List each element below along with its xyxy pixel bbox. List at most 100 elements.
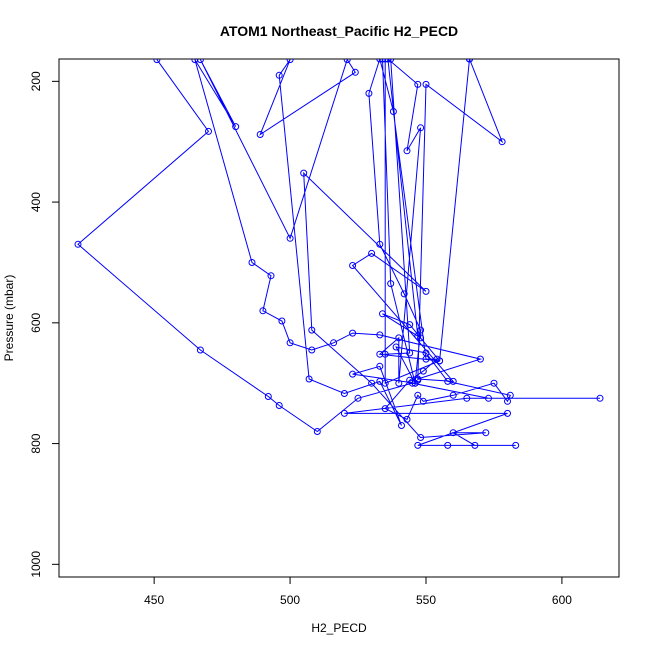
data-point: [381, 405, 389, 413]
data-point: [504, 409, 511, 417]
data-point: [414, 80, 422, 88]
y-tick-label: 200: [29, 71, 43, 91]
data-point: [286, 234, 294, 242]
data-point: [490, 379, 498, 387]
data-point: [403, 415, 411, 423]
data-point: [400, 290, 408, 298]
data-point: [422, 80, 430, 88]
data-point: [506, 391, 514, 399]
data-point: [403, 147, 411, 155]
data-point: [349, 370, 357, 378]
data-point: [419, 367, 427, 375]
data-point: [417, 434, 425, 441]
data-point: [264, 393, 272, 400]
data-point: [267, 272, 275, 280]
data-point: [354, 394, 362, 402]
data-point: [444, 441, 452, 449]
data-point: [275, 71, 283, 79]
x-tick-label: 600: [552, 593, 572, 607]
data-point: [278, 317, 286, 325]
data-point: [381, 59, 389, 63]
data-point: [308, 346, 316, 354]
data-point: [379, 310, 386, 318]
data-point: [395, 379, 403, 387]
data-point: [376, 59, 384, 63]
data-point: [449, 391, 457, 399]
data-point: [419, 397, 427, 405]
y-tick-label: 800: [29, 433, 43, 453]
data-point: [376, 331, 384, 339]
x-axis-label: H2_PECD: [311, 621, 367, 635]
data-point: [300, 169, 308, 177]
data-point: [436, 357, 444, 365]
y-tick-label: 1000: [29, 551, 43, 578]
y-axis-label: Pressure (mbar): [2, 275, 16, 362]
data-point: [414, 332, 422, 340]
chart-title: ATOM1 Northeast_Pacific H2_PECD: [220, 23, 458, 39]
data-point: [463, 394, 471, 402]
data-point: [444, 377, 452, 385]
data-point: [392, 343, 400, 351]
data-point: [422, 349, 430, 357]
data-point: [512, 441, 520, 449]
data-point: [376, 240, 384, 248]
data-point: [286, 339, 294, 347]
data-point: [482, 429, 490, 437]
data-point: [196, 59, 204, 64]
data-point: [406, 376, 414, 384]
x-tick-label: 450: [144, 593, 164, 607]
data-point: [414, 391, 422, 399]
y-axis: 200 400 600 800 1000: [29, 71, 59, 578]
data-point: [471, 441, 479, 449]
data-point: [381, 379, 389, 387]
data-point: [387, 280, 395, 288]
data-point: [275, 402, 283, 409]
plot-area: [74, 59, 604, 449]
data-point: [381, 350, 389, 358]
data-point: [596, 394, 604, 402]
data-point: [406, 349, 414, 357]
x-axis: 450 500 550 600: [144, 577, 572, 607]
data-point: [387, 59, 395, 63]
data-point: [395, 334, 403, 342]
data-point: [351, 68, 359, 76]
data-point: [368, 249, 376, 257]
x-tick-label: 500: [280, 593, 300, 607]
data-point: [340, 390, 348, 397]
data-point: [205, 127, 212, 135]
data-point: [286, 59, 294, 64]
y-tick-label: 600: [29, 312, 43, 332]
plot-border: [58, 58, 620, 578]
data-point: [248, 259, 256, 266]
data-point: [330, 339, 338, 347]
data-point: [153, 59, 161, 64]
data-point: [313, 428, 321, 435]
data-point: [398, 422, 405, 429]
data-point: [379, 59, 386, 63]
data-point: [466, 59, 473, 63]
series-line: [77, 59, 600, 446]
data-point: [349, 262, 357, 269]
data-point: [376, 362, 384, 370]
data-point: [74, 240, 82, 248]
data-point: [389, 108, 397, 115]
data-point: [414, 441, 422, 449]
data-point: [308, 326, 316, 334]
data-point: [422, 287, 430, 295]
y-tick-label: 400: [29, 192, 43, 212]
data-point: [414, 376, 422, 384]
data-point: [368, 379, 376, 387]
data-point: [406, 321, 414, 329]
data-point: [196, 346, 204, 354]
data-point: [449, 429, 457, 437]
data-point: [343, 59, 351, 64]
data-point: [349, 329, 357, 337]
data-point: [365, 89, 373, 97]
data-point: [305, 375, 313, 383]
data-point: [259, 307, 267, 315]
data-point: [504, 397, 511, 405]
x-tick-label: 550: [416, 593, 436, 607]
data-point: [232, 123, 240, 131]
